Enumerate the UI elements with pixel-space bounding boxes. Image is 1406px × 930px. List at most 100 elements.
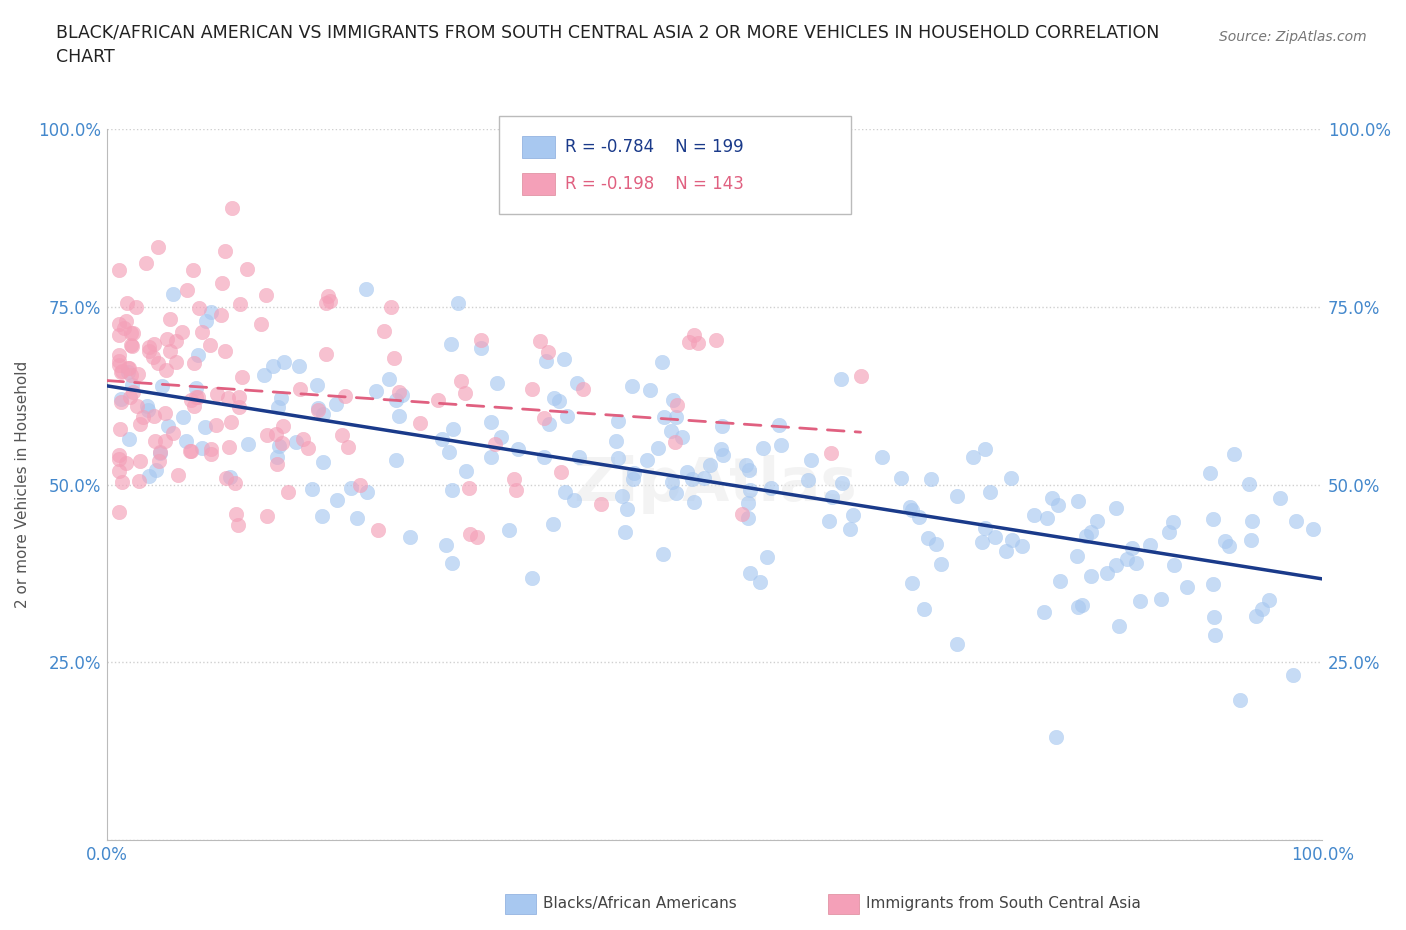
Point — [1139, 538, 1161, 552]
Point — [659, 423, 682, 438]
Point — [325, 396, 347, 411]
Point — [108, 317, 131, 332]
Text: ZipAtlas: ZipAtlas — [572, 455, 856, 514]
Point — [872, 450, 894, 465]
Point — [108, 327, 131, 342]
Point — [454, 464, 477, 479]
Point — [315, 296, 337, 311]
Point — [165, 354, 187, 369]
Point — [156, 418, 179, 433]
Point — [226, 518, 249, 533]
Point — [191, 440, 214, 455]
Point — [229, 297, 252, 312]
Point — [118, 432, 141, 446]
Point — [354, 282, 377, 297]
Point — [1302, 522, 1324, 537]
Point — [249, 317, 271, 332]
Point — [962, 449, 984, 464]
Point — [270, 391, 292, 405]
Point — [437, 445, 460, 459]
Point — [925, 537, 948, 551]
Point — [110, 392, 132, 406]
Point — [537, 344, 560, 359]
Point — [946, 637, 969, 652]
Point — [315, 347, 337, 362]
Point — [465, 530, 488, 545]
Point — [665, 485, 688, 500]
Point — [121, 339, 143, 353]
Point — [1159, 525, 1181, 539]
Point — [215, 471, 238, 485]
Point — [841, 508, 863, 523]
Point — [307, 403, 329, 418]
Point — [678, 335, 700, 350]
Point — [1036, 511, 1059, 525]
Point — [505, 483, 527, 498]
Point — [1011, 539, 1033, 554]
Point — [555, 409, 578, 424]
Point — [301, 481, 323, 496]
Point — [800, 453, 823, 468]
Text: Source: ZipAtlas.com: Source: ZipAtlas.com — [1219, 30, 1367, 44]
Point — [564, 493, 586, 508]
Point — [145, 463, 167, 478]
Point — [162, 286, 184, 301]
Point — [136, 399, 159, 414]
Point — [1067, 494, 1090, 509]
Point — [1000, 471, 1022, 485]
Point — [484, 436, 506, 451]
Point — [1246, 608, 1268, 623]
Point — [752, 441, 775, 456]
Point — [125, 399, 148, 414]
Point — [256, 509, 278, 524]
Point — [118, 361, 141, 376]
Point — [269, 438, 291, 453]
Text: Blacks/African Americans: Blacks/African Americans — [543, 897, 737, 911]
Point — [1257, 592, 1279, 607]
Point — [335, 389, 357, 404]
Point — [652, 409, 675, 424]
Point — [231, 369, 253, 384]
Point — [236, 437, 259, 452]
Point — [621, 472, 644, 486]
Point — [332, 428, 354, 443]
Point — [184, 381, 207, 396]
Point — [683, 327, 706, 342]
Point — [326, 493, 349, 508]
Point — [108, 263, 131, 278]
Point — [984, 529, 1007, 544]
Point — [621, 379, 644, 394]
Point — [738, 483, 761, 498]
Text: CHART: CHART — [56, 48, 115, 66]
Point — [973, 442, 995, 457]
Point — [1046, 498, 1069, 512]
Point — [731, 506, 754, 521]
Point — [890, 471, 912, 485]
Point — [111, 474, 134, 489]
Point — [607, 451, 630, 466]
Point — [380, 299, 402, 314]
Point — [681, 472, 703, 486]
Point — [149, 445, 172, 459]
Point — [479, 414, 502, 429]
Point — [285, 434, 308, 449]
Point — [307, 401, 329, 416]
Point — [1121, 540, 1143, 555]
Point — [318, 294, 340, 309]
Point — [186, 390, 208, 405]
Point — [821, 489, 844, 504]
Point — [692, 471, 714, 485]
Point — [146, 356, 169, 371]
Point — [485, 376, 508, 391]
Point — [225, 506, 247, 521]
Point — [1223, 446, 1246, 461]
Point — [1175, 579, 1198, 594]
Point — [277, 485, 299, 499]
Point — [180, 444, 202, 458]
Point — [111, 363, 134, 378]
Point — [1202, 512, 1225, 526]
Point — [388, 384, 411, 399]
Point — [548, 393, 571, 408]
Point — [190, 325, 212, 339]
Point — [311, 407, 333, 422]
